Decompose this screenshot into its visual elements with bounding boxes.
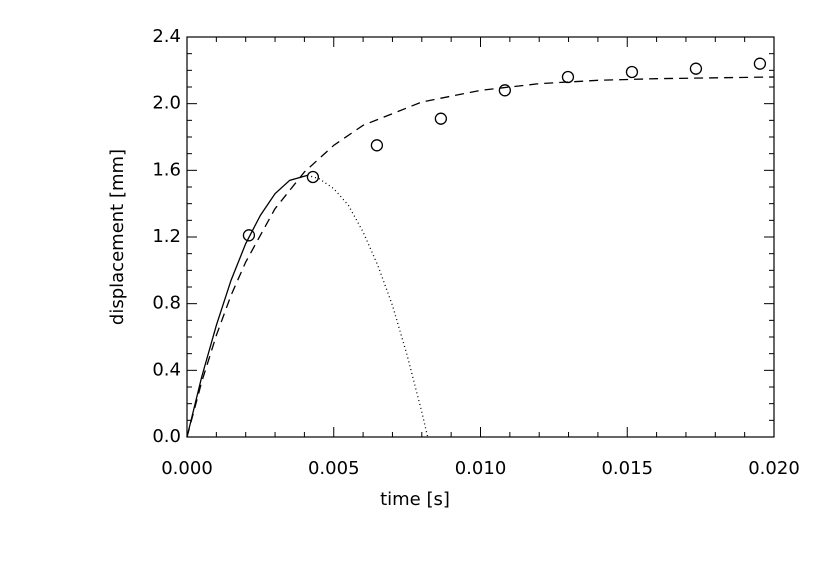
y-tick-label: 2.4 bbox=[152, 26, 181, 47]
data-point bbox=[561, 70, 575, 84]
data-point bbox=[498, 84, 512, 97]
data-point bbox=[753, 57, 767, 70]
y-axis-label: displacement [mm] bbox=[107, 149, 128, 325]
curve-dashed bbox=[186, 76, 775, 438]
data-point bbox=[434, 112, 448, 125]
y-tick-label: 2.0 bbox=[152, 93, 181, 114]
plot-frame bbox=[186, 36, 775, 438]
y-tick-label: 1.2 bbox=[152, 226, 181, 247]
data-point bbox=[689, 62, 703, 75]
curve-solid bbox=[186, 174, 308, 438]
x-tick-label: 0.015 bbox=[601, 458, 653, 479]
y-tick-label: 1.6 bbox=[152, 159, 181, 180]
curve-dotted bbox=[307, 174, 429, 438]
data-point bbox=[242, 229, 256, 242]
y-tick-label: 0.4 bbox=[152, 359, 181, 380]
data-point bbox=[306, 170, 320, 184]
x-tick-label: 0.000 bbox=[161, 458, 213, 479]
y-tick-label: 0.0 bbox=[152, 426, 181, 447]
x-tick-label: 0.010 bbox=[455, 458, 507, 479]
x-axis-label: time [s] bbox=[380, 489, 450, 510]
x-tick-label: 0.005 bbox=[308, 458, 360, 479]
y-tick-label: 0.8 bbox=[152, 293, 181, 314]
x-tick-label: 0.020 bbox=[748, 458, 800, 479]
data-point bbox=[370, 139, 384, 152]
data-point bbox=[625, 65, 639, 79]
